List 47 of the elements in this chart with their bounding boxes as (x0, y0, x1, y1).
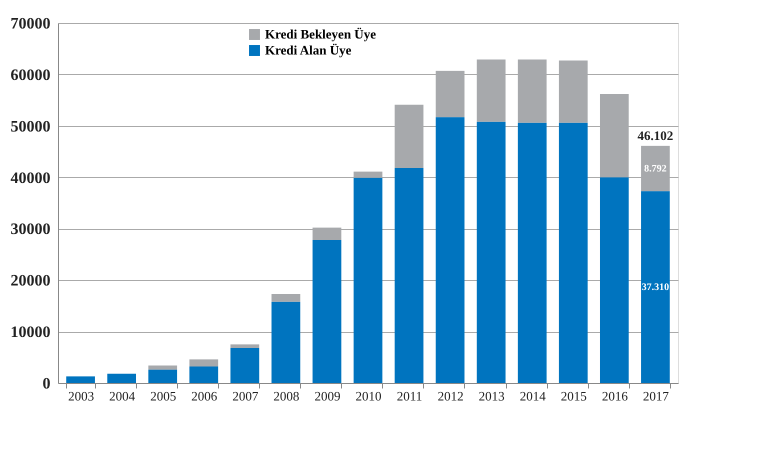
bar (394, 168, 424, 383)
x-tick-label: 2014 (520, 388, 546, 404)
bar (272, 294, 300, 302)
bar (148, 366, 178, 370)
x-tick-label: 2004 (109, 388, 136, 404)
y-tick-label: 70000 (10, 16, 50, 32)
legend-label: Kredi Bekleyen Üye (265, 26, 376, 42)
x-tick-label: 2007 (232, 388, 259, 404)
x-tick-label: 2013 (478, 388, 505, 404)
bar (436, 117, 464, 383)
x-tick-label: 2011 (396, 388, 422, 404)
x-tick-label: 2012 (438, 388, 464, 404)
y-tick-label: 20000 (10, 272, 50, 290)
y-tick-label: 30000 (10, 221, 50, 238)
x-tick-label: 2017 (642, 388, 670, 404)
bar (66, 376, 95, 383)
bar (189, 359, 218, 367)
bar (600, 177, 629, 383)
legend-label: Kredi Alan Üye (265, 42, 352, 58)
bar (230, 348, 260, 383)
x-tick-label: 2003 (68, 388, 94, 404)
bar (476, 122, 506, 383)
bar (641, 191, 670, 383)
bar (518, 122, 547, 383)
y-tick-label: 40000 (10, 170, 50, 187)
data-label: 37.310 (642, 282, 670, 294)
bar (312, 240, 342, 383)
x-tick-label: 2008 (273, 388, 300, 404)
x-tick-label: 2015 (560, 388, 587, 404)
bar (272, 302, 300, 383)
bar (230, 344, 260, 348)
y-tick-label: 10000 (10, 324, 50, 342)
x-tick-label: 2016 (602, 388, 628, 404)
x-tick-label: 2009 (314, 388, 340, 404)
y-tick-label: 50000 (10, 118, 50, 136)
x-tick-label: 2005 (150, 388, 176, 404)
x-tick-label: 2006 (191, 388, 218, 404)
y-tick-label: 0 (42, 376, 50, 392)
y-tick-label: 60000 (10, 66, 50, 84)
data-label: 8.792 (644, 164, 667, 175)
bar (558, 122, 588, 383)
bar (189, 366, 218, 383)
x-tick-label: 2010 (356, 388, 382, 404)
total-label: 46.102 (638, 128, 674, 143)
bar (148, 370, 178, 383)
bar (354, 178, 382, 383)
bar (107, 374, 136, 383)
